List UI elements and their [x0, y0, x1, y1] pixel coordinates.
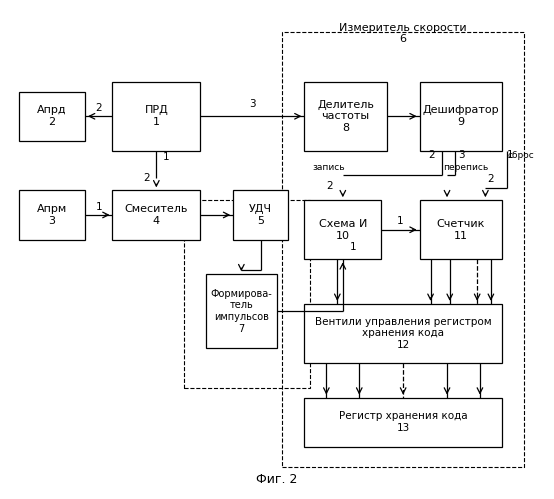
Text: 1: 1 [350, 243, 356, 252]
Text: Дешифратор
9: Дешифратор 9 [422, 105, 499, 127]
Bar [304, 398, 502, 447]
Text: 3: 3 [459, 150, 465, 160]
Bar [304, 304, 502, 363]
Text: 1: 1 [163, 152, 170, 162]
Text: Апрм
3: Апрм 3 [37, 204, 67, 226]
Text: Фиг. 2: Фиг. 2 [257, 474, 297, 487]
Text: Формирова-
тель
импульсов
7: Формирова- тель импульсов 7 [211, 289, 272, 333]
Bar [206, 274, 277, 348]
Text: ПРД
1: ПРД 1 [145, 105, 168, 127]
Bar [283, 32, 524, 467]
Text: 2: 2 [143, 174, 150, 184]
Text: Делитель
частоты
8: Делитель частоты 8 [317, 100, 374, 133]
Bar [419, 82, 502, 151]
Text: 1: 1 [95, 202, 102, 212]
Text: Смеситель
4: Смеситель 4 [125, 204, 188, 226]
Text: 2: 2 [488, 174, 494, 184]
Bar [419, 200, 502, 259]
Text: 1: 1 [397, 217, 404, 227]
Text: 2: 2 [95, 103, 102, 113]
Text: УДЧ
5: УДЧ 5 [249, 204, 272, 226]
Text: сброс: сброс [507, 151, 535, 160]
Text: 2: 2 [326, 181, 332, 191]
Text: запись: запись [313, 163, 345, 172]
Bar [304, 82, 387, 151]
Text: перепись: перепись [444, 163, 489, 172]
Bar [233, 190, 288, 240]
Text: 2: 2 [428, 150, 435, 160]
Bar [304, 200, 381, 259]
Bar [19, 190, 85, 240]
Text: Апрд
2: Апрд 2 [37, 105, 67, 127]
Text: Вентили управления регистром
хранения кода
12: Вентили управления регистром хранения ко… [315, 317, 491, 350]
Bar [112, 190, 200, 240]
Bar [184, 200, 310, 388]
Bar [112, 82, 200, 151]
Text: 1: 1 [507, 150, 514, 160]
Text: Схема И
10: Схема И 10 [319, 219, 367, 241]
Bar [19, 92, 85, 141]
Text: 3: 3 [249, 99, 255, 109]
Text: Регистр хранения кода
13: Регистр хранения кода 13 [339, 411, 468, 433]
Text: Счетчик
11: Счетчик 11 [437, 219, 485, 241]
Text: Измеритель скорости
6: Измеритель скорости 6 [340, 22, 467, 44]
